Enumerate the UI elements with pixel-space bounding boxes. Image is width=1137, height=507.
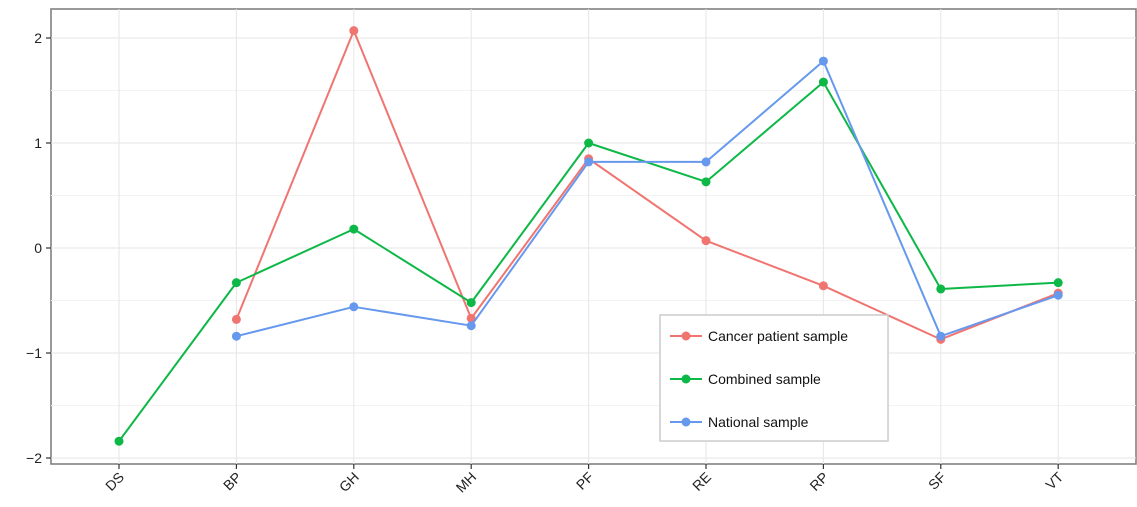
data-point-combined-sample xyxy=(466,298,476,308)
legend-key-point-cancer-patient-sample xyxy=(681,331,691,341)
x-tick-label: DS xyxy=(102,469,127,494)
y-tick-label: 1 xyxy=(34,135,42,151)
data-point-combined-sample xyxy=(114,436,124,446)
data-point-cancer-patient-sample xyxy=(701,236,711,246)
data-point-cancer-patient-sample xyxy=(818,281,828,291)
data-point-combined-sample xyxy=(349,224,359,234)
data-point-national-sample xyxy=(936,331,946,341)
x-tick-label: MH xyxy=(453,469,480,496)
data-point-national-sample xyxy=(701,157,711,167)
data-point-cancer-patient-sample xyxy=(466,313,476,323)
legend-label-combined-sample: Combined sample xyxy=(708,371,821,387)
data-point-cancer-patient-sample xyxy=(349,26,359,36)
x-tick-label: RP xyxy=(806,469,831,494)
data-point-national-sample xyxy=(466,321,476,331)
data-point-national-sample xyxy=(231,331,241,341)
y-tick-label: 2 xyxy=(34,30,42,46)
x-tick-label: PF xyxy=(573,469,597,493)
y-tick-label: −1 xyxy=(26,345,42,361)
data-point-national-sample xyxy=(584,157,594,167)
legend-key-point-combined-sample xyxy=(681,374,691,384)
series-line-national-sample xyxy=(236,60,1059,338)
data-point-combined-sample xyxy=(818,77,828,87)
data-point-national-sample xyxy=(1053,290,1063,300)
y-tick-label: 0 xyxy=(34,240,42,256)
plot-panel xyxy=(50,8,1137,465)
data-point-combined-sample xyxy=(584,138,594,148)
x-tick-label: GH xyxy=(336,469,362,495)
data-point-national-sample xyxy=(349,302,359,312)
legend-label-cancer-patient-sample: Cancer patient sample xyxy=(708,328,848,344)
data-point-combined-sample xyxy=(231,278,241,288)
legend-key-point-national-sample xyxy=(681,417,691,427)
series-line-cancer-patient-sample xyxy=(235,29,1059,341)
series xyxy=(114,26,1063,446)
x-tick-label: VT xyxy=(1042,468,1066,492)
grid xyxy=(51,9,1136,464)
data-point-combined-sample xyxy=(701,177,711,187)
legend-label-national-sample: National sample xyxy=(708,414,809,430)
y-tick-label: −2 xyxy=(26,450,42,466)
data-point-combined-sample xyxy=(1053,278,1063,288)
data-point-cancer-patient-sample xyxy=(231,314,241,324)
data-point-combined-sample xyxy=(936,284,946,294)
x-tick-label: RE xyxy=(689,469,714,494)
x-tick-label: BP xyxy=(220,469,245,494)
legend: Cancer patient sample Combined sample Nati… xyxy=(659,314,889,442)
data-point-national-sample xyxy=(818,56,828,66)
x-tick-label: SF xyxy=(925,469,949,493)
